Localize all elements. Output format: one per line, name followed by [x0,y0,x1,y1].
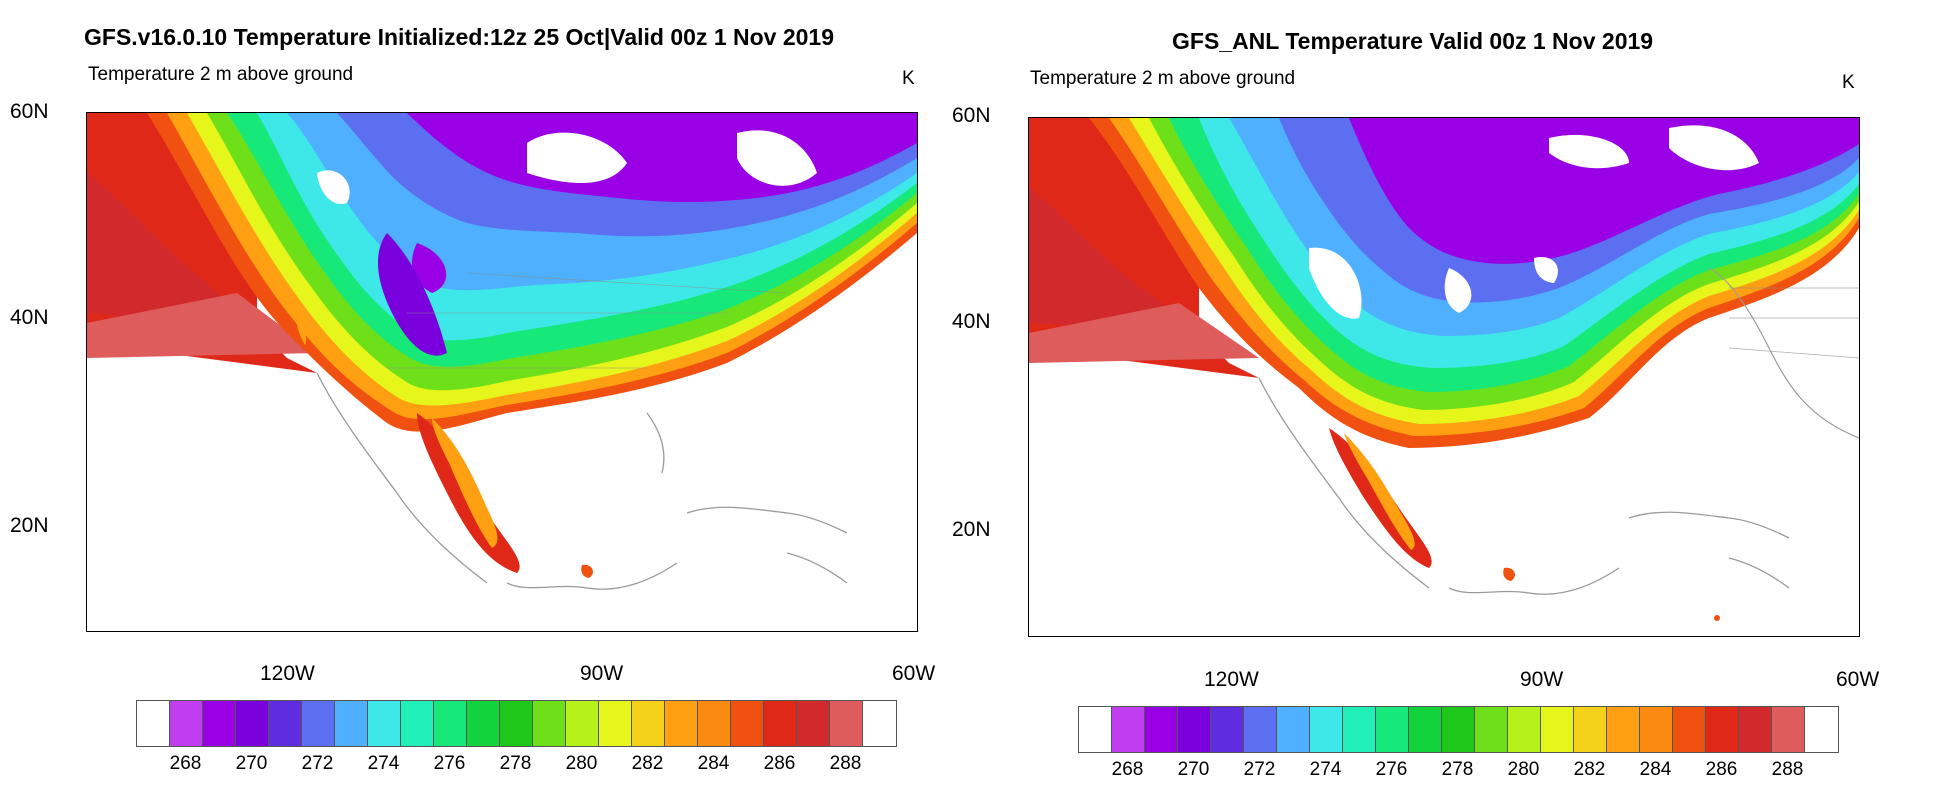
colorbar-tick-label: 280 [565,753,598,774]
colorbar-tick-label: 278 [1441,759,1474,780]
colorbar-tick-label: 272 [301,753,334,774]
colorbar-swatch [1343,707,1376,752]
colorbar-swatch [1112,707,1145,752]
colorbar-tick-label: 268 [169,753,202,774]
colorbar-swatch [797,701,830,746]
panel-subtitle: Temperature 2 m above ground [88,64,354,85]
colorbar-swatch [1805,707,1838,752]
colorbar-swatch [137,701,170,746]
colorbar-swatch [467,701,500,746]
colorbar-tick-label: 288 [829,753,862,774]
colorbar-swatch [731,701,764,746]
colorbar-swatch [500,701,533,746]
lat-label-60n: 60N [10,100,49,123]
colorbar-swatch [1706,707,1739,752]
colorbar-swatch [1508,707,1541,752]
colorbar-swatch [269,701,302,746]
colorbar-swatch [236,701,269,746]
colorbar-tick-label: 268 [1111,759,1144,780]
colorbar-swatch [1541,707,1574,752]
temperature-map [1028,117,1860,637]
colorbar-swatch [1442,707,1475,752]
colorbar-swatch [1772,707,1805,752]
colorbar-swatch [203,701,236,746]
colorbar-swatch [698,701,731,746]
panel-subtitle: Temperature 2 m above ground [1030,68,1296,89]
colorbar-swatch [830,701,863,746]
colorbar-tick-label: 284 [1639,759,1672,780]
colorbar-tick-label: 280 [1507,759,1540,780]
colorbar-tick-label: 270 [1177,759,1210,780]
colorbar-swatch [1178,707,1211,752]
colorbar-labels: 268 270 272 274 276 278 280 282 284 286 288 [136,747,895,777]
colorbar-swatch [302,701,335,746]
colorbar-tick-label: 278 [499,753,532,774]
temperature-field-svg [1029,118,1859,621]
colorbar-swatches [1078,706,1839,753]
colorbar-tick-label: 288 [1771,759,1804,780]
lat-label-20n: 20N [10,514,49,537]
colorbar-swatch [533,701,566,746]
colorbar-swatch [566,701,599,746]
colorbar: 268 270 272 274 276 278 280 282 284 286 288 [1078,706,1839,783]
colorbar-swatch [1310,707,1343,752]
colorbar: 268 270 272 274 276 278 280 282 284 286 288 [136,700,897,777]
colorbar-swatch [1574,707,1607,752]
colorbar-swatches [136,700,897,747]
colorbar-tick-label: 282 [1573,759,1606,780]
colorbar-swatch [1640,707,1673,752]
analysis-panel: GFS_ANL Temperature Valid 00z 1 Nov 2019… [940,0,1900,804]
unit-label: K [902,68,915,89]
panel-title: GFS.v16.0.10 Temperature Initialized:12z… [84,24,835,50]
colorbar-swatch [665,701,698,746]
colorbar-swatch [335,701,368,746]
lat-label-40n: 40N [10,306,49,329]
colorbar-swatch [1673,707,1706,752]
colorbar-tick-label: 286 [763,753,796,774]
colorbar-swatch [1277,707,1310,752]
colorbar-swatch [1079,707,1112,752]
lat-label-60n: 60N [952,104,991,127]
colorbar-swatch [1376,707,1409,752]
temperature-map [86,112,918,632]
colorbar-swatch [1145,707,1178,752]
colorbar-swatch [863,701,896,746]
colorbar-tick-label: 282 [631,753,664,774]
lon-label-120w: 120W [1204,668,1259,691]
colorbar-tick-label: 286 [1705,759,1738,780]
lat-label-40n: 40N [952,310,991,333]
colorbar-tick-label: 276 [1375,759,1408,780]
colorbar-swatch [401,701,434,746]
colorbar-tick-label: 274 [1309,759,1342,780]
colorbar-swatch [368,701,401,746]
colorbar-swatch [1607,707,1640,752]
colorbar-tick-label: 274 [367,753,400,774]
colorbar-swatch [1739,707,1772,752]
lon-label-90w: 90W [580,662,624,685]
colorbar-labels: 268 270 272 274 276 278 280 282 284 286 288 [1078,753,1837,783]
colorbar-swatch [434,701,467,746]
colorbar-swatch [1244,707,1277,752]
colorbar-tick-label: 276 [433,753,466,774]
colorbar-swatch [632,701,665,746]
colorbar-swatch [1409,707,1442,752]
colorbar-swatch [1211,707,1244,752]
colorbar-swatch [599,701,632,746]
lon-label-60w: 60W [1836,668,1880,691]
lon-label-60w: 60W [892,662,936,685]
colorbar-swatch [1475,707,1508,752]
colorbar-tick-label: 270 [235,753,268,774]
lat-label-20n: 20N [952,518,991,541]
colorbar-swatch [170,701,203,746]
colorbar-tick-label: 272 [1243,759,1276,780]
colorbar-swatch [764,701,797,746]
unit-label: K [1842,72,1855,93]
panel-title: GFS_ANL Temperature Valid 00z 1 Nov 2019 [1172,28,1654,54]
temperature-field-svg [87,113,917,590]
forecast-panel: GFS.v16.0.10 Temperature Initialized:12z… [0,0,960,804]
colorbar-tick-label: 284 [697,753,730,774]
lon-label-120w: 120W [260,662,315,685]
lon-label-90w: 90W [1520,668,1564,691]
